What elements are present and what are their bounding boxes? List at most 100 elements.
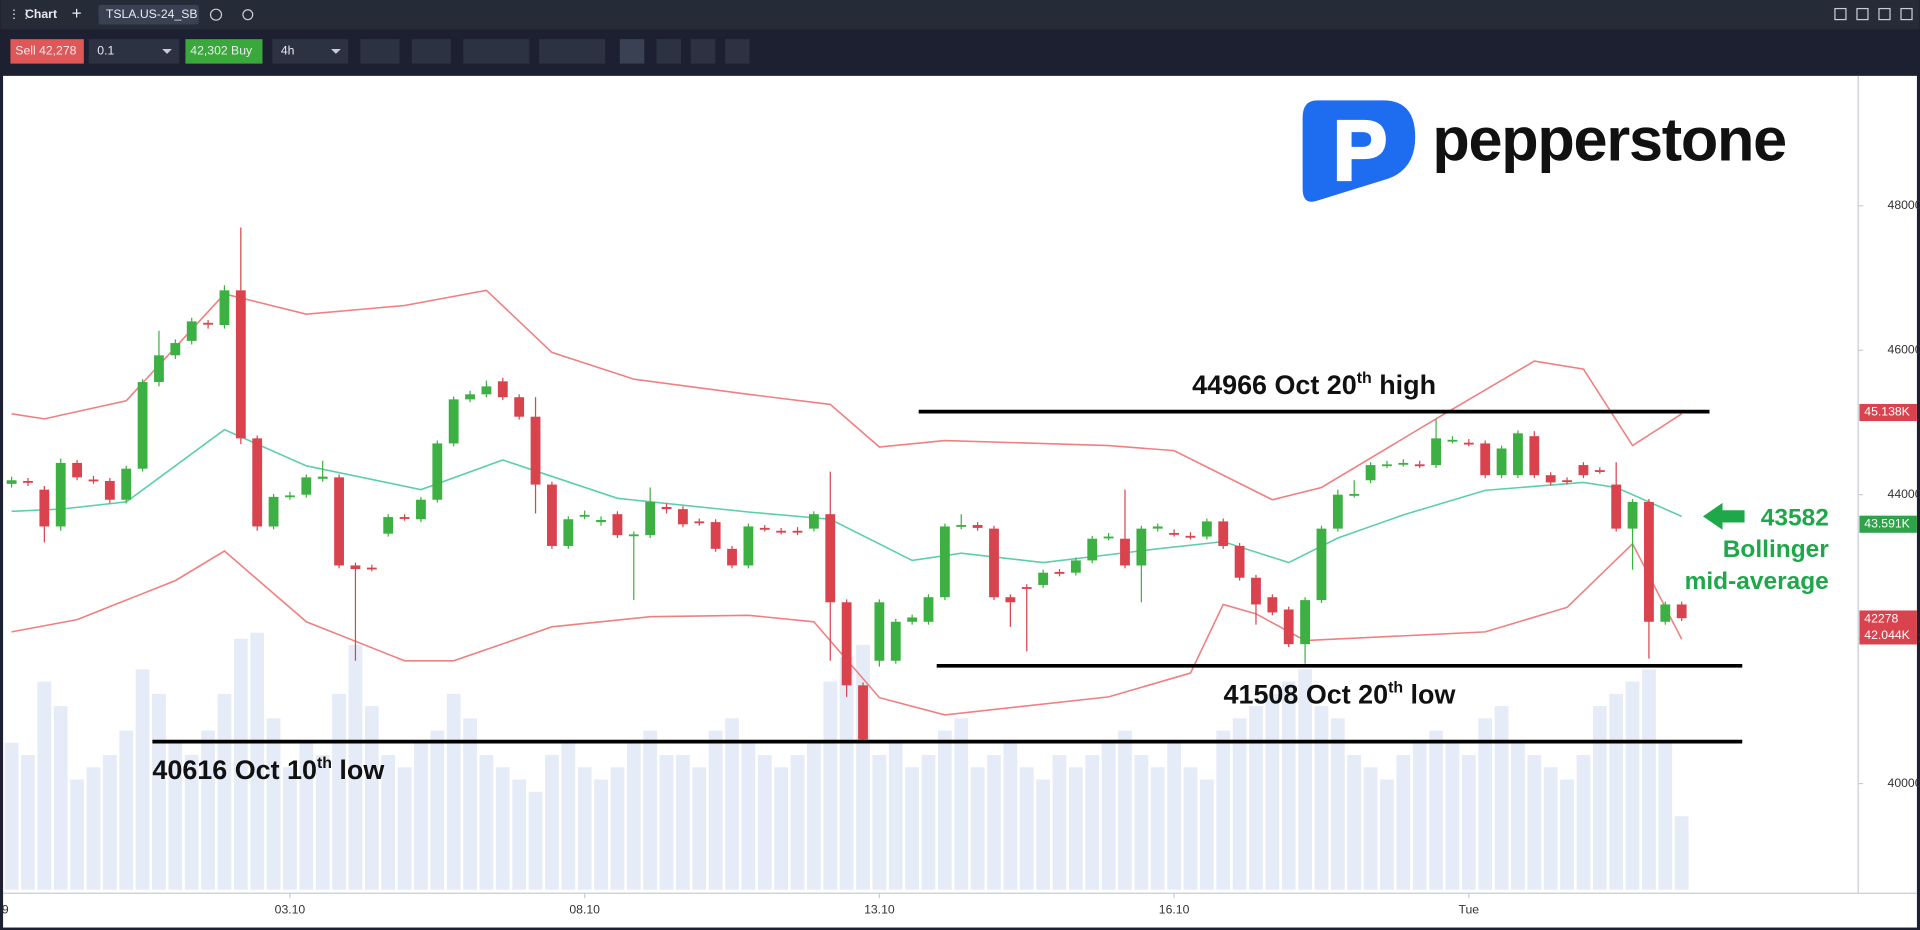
volume-bar — [1118, 730, 1132, 890]
volume-bar — [201, 730, 215, 890]
volume-bar — [250, 632, 265, 890]
candle-body — [72, 462, 83, 478]
candle-body — [268, 496, 279, 527]
candle-body — [383, 517, 394, 534]
candle-body — [1611, 484, 1622, 529]
volume-bar — [1642, 669, 1656, 890]
zoom-in-button[interactable] — [656, 39, 681, 64]
candle-body — [858, 685, 868, 740]
candle-body — [1627, 501, 1638, 529]
candle-body — [497, 381, 508, 398]
sell-button[interactable] — [10, 39, 84, 64]
link-icon[interactable] — [242, 9, 254, 21]
level-label-part: th — [317, 755, 332, 772]
window-icon[interactable] — [1834, 7, 1847, 21]
volume-bar — [807, 742, 821, 890]
volume-bar — [1560, 779, 1574, 890]
sell-label[interactable]: Sell 42,278 — [15, 44, 76, 58]
volume-bar — [954, 718, 969, 890]
volume-bar — [283, 767, 297, 890]
volume-bar — [610, 767, 625, 890]
buy-button[interactable] — [185, 39, 263, 64]
chart-type-button[interactable] — [360, 39, 400, 64]
x-tick-label: Tue — [1459, 903, 1480, 917]
volume-bar — [1396, 755, 1411, 890]
volume-bar — [676, 755, 690, 890]
candle-body — [6, 480, 17, 484]
candle-body — [186, 321, 197, 341]
x-tick-label: 16.10 — [1159, 903, 1190, 917]
add-tab[interactable]: + — [72, 3, 82, 23]
symbol-tab[interactable] — [98, 4, 199, 25]
studies-button[interactable] — [539, 39, 606, 64]
volume-bar — [1625, 681, 1640, 890]
price-tag — [1859, 515, 1917, 533]
indicator-button[interactable] — [463, 39, 530, 64]
volume-bar — [725, 718, 739, 890]
candle-body — [1054, 571, 1065, 574]
buy-label[interactable]: 42,302 Buy — [190, 44, 253, 58]
price-tag-label: 42278 — [1864, 611, 1898, 625]
settings-button[interactable] — [725, 39, 750, 64]
volume-bar — [1330, 718, 1345, 890]
candle-body — [939, 526, 950, 598]
volume-bar — [839, 657, 854, 890]
candle-body — [1300, 600, 1311, 645]
menu-icon[interactable] — [1878, 7, 1891, 21]
candle-body — [285, 495, 295, 498]
logo: pepperstone — [1302, 100, 1787, 202]
volume-bar — [1592, 706, 1607, 890]
volume-bar — [774, 767, 789, 890]
close-icon[interactable] — [1900, 7, 1913, 21]
flask-button[interactable] — [690, 39, 716, 64]
level-label-part: low — [1403, 680, 1455, 710]
candle-body — [1594, 470, 1605, 472]
candle-body — [710, 522, 721, 549]
volume-bar — [1134, 755, 1149, 890]
draw-button[interactable] — [411, 39, 451, 64]
volume-bar — [1183, 767, 1198, 890]
callout-arrow — [1702, 502, 1745, 530]
quantity-dropdown[interactable] — [88, 39, 180, 64]
volume-bar — [37, 681, 52, 890]
info-icon[interactable] — [209, 8, 223, 21]
candle-body — [792, 530, 803, 533]
tab-title[interactable]: Chart — [25, 7, 57, 21]
candle-body — [1447, 439, 1458, 442]
volume-bar — [577, 767, 592, 890]
window-icon[interactable] — [1856, 7, 1869, 21]
candle-body — [1332, 494, 1343, 529]
candle-body — [334, 477, 344, 566]
candle-body — [645, 501, 656, 536]
candle-body — [170, 343, 181, 356]
volume-bar — [397, 767, 412, 890]
candle-body — [1660, 604, 1671, 622]
price-tag — [1859, 627, 1917, 645]
symbol[interactable]: TSLA.US-24_SB — [106, 7, 198, 21]
candle-body — [88, 479, 99, 482]
candle-body — [1414, 464, 1425, 467]
volume-bar — [905, 767, 920, 890]
candle-body — [1365, 465, 1376, 481]
volume-bar — [1461, 755, 1476, 890]
volume-bar — [1265, 693, 1280, 890]
candle-body — [1103, 536, 1114, 539]
volume-bar — [53, 706, 68, 890]
candle-body — [1267, 597, 1278, 613]
candle-body — [612, 514, 623, 536]
volume-bar — [1019, 767, 1034, 890]
timeframe[interactable]: 4h — [281, 44, 295, 58]
level-label-part: 41508 Oct 20 — [1224, 680, 1389, 710]
level-label-part: 40616 Oct 10 — [152, 755, 317, 785]
level-label-part: high — [1372, 370, 1436, 400]
zoom-out-button[interactable] — [619, 39, 645, 64]
price-tag — [1859, 610, 1917, 628]
volume-bar — [1068, 767, 1083, 890]
candle-body — [1021, 587, 1032, 589]
candle-body — [972, 525, 983, 528]
volume-bar — [348, 644, 363, 890]
candle-body — [1169, 532, 1180, 535]
quantity[interactable]: 0.1 — [97, 44, 114, 58]
volume-bar — [168, 742, 183, 890]
